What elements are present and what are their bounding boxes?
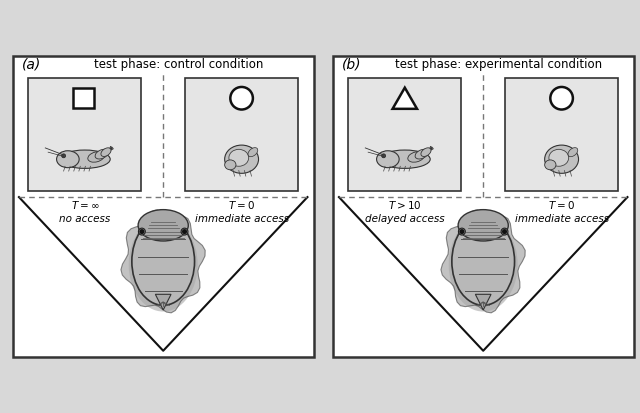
Text: $T = 0$
immediate access: $T = 0$ immediate access: [515, 199, 609, 224]
Text: $T = 0$
immediate access: $T = 0$ immediate access: [195, 199, 289, 224]
Polygon shape: [476, 294, 491, 310]
Ellipse shape: [452, 218, 515, 305]
Circle shape: [140, 229, 145, 234]
Text: test phase: control condition: test phase: control condition: [94, 57, 264, 71]
Ellipse shape: [101, 148, 111, 157]
Ellipse shape: [95, 149, 108, 159]
FancyBboxPatch shape: [348, 78, 461, 191]
Ellipse shape: [181, 228, 188, 235]
Ellipse shape: [56, 151, 79, 168]
Text: $T = \infty$
no access: $T = \infty$ no access: [59, 199, 111, 224]
FancyBboxPatch shape: [505, 78, 618, 191]
Ellipse shape: [501, 228, 508, 235]
Polygon shape: [156, 294, 171, 310]
Ellipse shape: [132, 218, 195, 305]
Ellipse shape: [138, 210, 188, 241]
Text: test phase: experimental condition: test phase: experimental condition: [396, 57, 602, 71]
Ellipse shape: [549, 150, 569, 166]
Ellipse shape: [568, 147, 578, 157]
Text: (a): (a): [22, 57, 42, 71]
Text: (b): (b): [342, 57, 362, 71]
Circle shape: [230, 87, 253, 109]
Circle shape: [550, 87, 573, 109]
Ellipse shape: [88, 152, 104, 162]
FancyBboxPatch shape: [333, 56, 634, 357]
Ellipse shape: [449, 218, 518, 311]
Circle shape: [502, 229, 507, 234]
Polygon shape: [441, 210, 525, 313]
Ellipse shape: [60, 150, 110, 169]
Ellipse shape: [376, 151, 399, 168]
Polygon shape: [121, 210, 205, 313]
Text: $T > 10$
delayed access: $T > 10$ delayed access: [365, 199, 445, 224]
FancyBboxPatch shape: [13, 56, 314, 357]
Ellipse shape: [458, 210, 508, 241]
FancyBboxPatch shape: [28, 78, 141, 191]
Ellipse shape: [408, 152, 424, 162]
Circle shape: [381, 154, 386, 158]
Circle shape: [182, 229, 187, 234]
Ellipse shape: [225, 145, 259, 173]
FancyBboxPatch shape: [185, 78, 298, 191]
Ellipse shape: [458, 228, 465, 235]
Circle shape: [460, 229, 465, 234]
FancyBboxPatch shape: [73, 88, 94, 108]
Ellipse shape: [421, 148, 431, 157]
Polygon shape: [392, 88, 417, 109]
Ellipse shape: [229, 150, 249, 166]
Ellipse shape: [545, 160, 556, 170]
Ellipse shape: [225, 160, 236, 170]
Ellipse shape: [129, 218, 198, 311]
Ellipse shape: [248, 147, 258, 157]
Circle shape: [61, 154, 66, 158]
Ellipse shape: [545, 145, 579, 173]
Ellipse shape: [415, 149, 428, 159]
Ellipse shape: [138, 228, 145, 235]
Ellipse shape: [380, 150, 430, 169]
